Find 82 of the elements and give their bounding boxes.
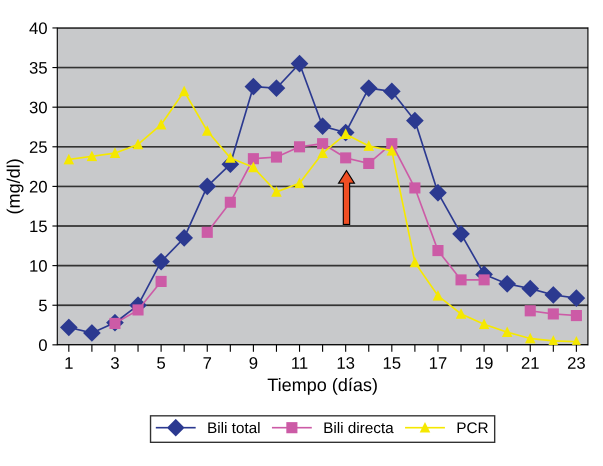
legend-label: Bili total — [208, 422, 260, 434]
point — [87, 151, 97, 162]
point — [133, 140, 143, 150]
point — [568, 290, 585, 307]
y-tick-label: 25 — [30, 141, 47, 153]
legend-label: PCR — [458, 422, 488, 434]
point — [152, 253, 170, 270]
y-tick-label: 40 — [29, 22, 47, 34]
y-tick-label: 10 — [30, 260, 47, 272]
point — [410, 258, 420, 268]
point — [409, 182, 420, 194]
y-tick-label: 35 — [30, 62, 47, 74]
y-axis-title: (mg/dl) — [6, 159, 24, 214]
point — [386, 146, 397, 156]
point — [270, 152, 282, 163]
point — [386, 138, 398, 150]
point — [244, 78, 262, 96]
point — [156, 120, 166, 130]
x-tick-label: 9 — [250, 357, 258, 369]
point — [340, 152, 352, 164]
x-tick-label: 7 — [203, 357, 212, 369]
x-tick-label: 1 — [65, 357, 73, 369]
point — [83, 324, 100, 342]
point — [406, 112, 424, 130]
point — [364, 141, 374, 151]
point — [156, 276, 167, 288]
x-tick-label: 3 — [110, 357, 119, 369]
y-tick-label: 5 — [38, 300, 47, 312]
point — [317, 138, 328, 150]
point — [544, 286, 562, 304]
y-tick-label: 15 — [30, 220, 47, 232]
x-tick-label: 19 — [476, 357, 493, 369]
point — [272, 187, 282, 197]
point — [176, 229, 193, 246]
x-tick-label: 21 — [522, 357, 539, 369]
point — [383, 82, 400, 100]
point — [132, 304, 144, 316]
x-tick-label: 5 — [157, 357, 166, 369]
point — [570, 310, 582, 322]
point — [179, 86, 190, 96]
x-axis-title: Tiempo (días) — [268, 378, 377, 395]
point — [360, 80, 378, 97]
point — [429, 184, 447, 202]
point — [290, 55, 308, 72]
point — [202, 226, 213, 238]
x-tick-label: 11 — [292, 357, 308, 369]
point — [318, 148, 328, 158]
point — [432, 245, 444, 256]
point — [363, 158, 374, 169]
point — [479, 319, 489, 330]
x-tick-label: 23 — [568, 357, 585, 369]
point — [248, 153, 259, 164]
legend-label: Bili directa — [324, 422, 394, 434]
point — [60, 318, 78, 336]
point — [225, 153, 236, 163]
point — [433, 290, 443, 301]
y-tick-label: 0 — [38, 339, 47, 352]
x-tick-label: 17 — [430, 357, 446, 369]
point — [224, 196, 236, 208]
point — [525, 334, 536, 344]
point — [202, 126, 212, 136]
point — [314, 118, 332, 135]
point — [452, 225, 470, 242]
point — [456, 309, 466, 319]
point — [248, 162, 258, 172]
point — [478, 274, 490, 286]
point — [524, 305, 536, 316]
point — [455, 274, 467, 286]
y-tick-label: 20 — [30, 180, 47, 193]
point — [198, 178, 216, 195]
point — [294, 178, 304, 188]
point — [522, 280, 539, 298]
point — [110, 148, 120, 158]
x-tick-label: 15 — [384, 357, 400, 369]
point — [294, 141, 306, 152]
point — [502, 327, 512, 338]
y-tick-label: 30 — [30, 102, 47, 114]
point — [64, 154, 74, 164]
point — [268, 80, 286, 97]
point — [548, 308, 559, 320]
point — [498, 275, 516, 292]
x-tick-label: 13 — [338, 357, 354, 369]
